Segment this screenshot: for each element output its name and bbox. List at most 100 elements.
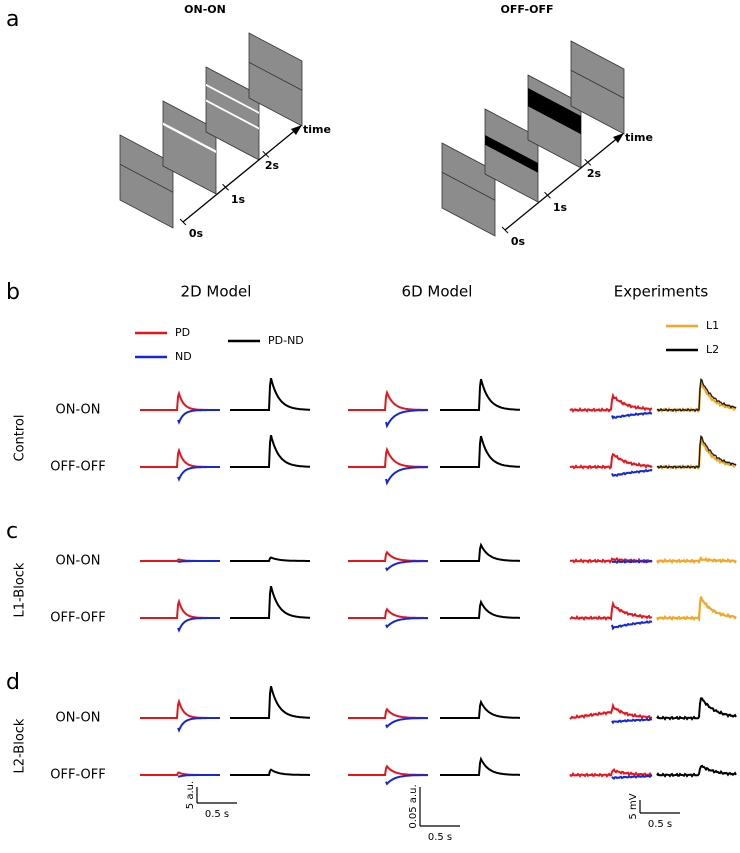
trace	[611, 559, 653, 564]
trace	[177, 774, 220, 778]
row-label: ON-ON	[56, 403, 101, 418]
axis-tick	[584, 158, 592, 166]
midline	[119, 163, 174, 193]
legend-label: PD	[175, 326, 190, 339]
trace	[140, 698, 220, 719]
trace	[348, 707, 428, 719]
trace	[611, 411, 653, 420]
trace	[230, 556, 310, 562]
trace	[348, 446, 429, 468]
stripe	[485, 135, 538, 173]
trace	[656, 764, 737, 778]
trace	[656, 596, 737, 622]
axis-tick	[222, 183, 229, 191]
trace	[656, 556, 737, 565]
trace	[440, 699, 520, 719]
time-axis	[182, 127, 299, 223]
trace	[385, 617, 428, 629]
legend-label: L1	[706, 319, 719, 332]
trace	[440, 435, 521, 468]
axis-label: time	[303, 123, 331, 136]
trace	[440, 756, 520, 776]
row-label: ON-ON	[56, 711, 101, 726]
trace	[656, 435, 737, 471]
axis-tick	[501, 226, 509, 234]
stripe	[206, 99, 259, 130]
axis-tick-label: 1s	[231, 193, 246, 206]
diagram-title: OFF-OFF	[501, 3, 554, 16]
trace	[569, 702, 653, 720]
trace	[385, 409, 428, 429]
group-label: L2-Block	[13, 718, 28, 773]
scale-bar-label: 5 mV	[628, 793, 639, 819]
trace	[177, 717, 220, 733]
axis-tick-label: 0s	[511, 235, 526, 248]
scale-bar-label: 0.5 s	[428, 832, 452, 843]
axis-tick-label: 1s	[553, 201, 568, 214]
axis-tick-label: 2s	[587, 167, 602, 180]
trace	[656, 378, 737, 413]
trace	[569, 600, 653, 622]
axis-tick-label: 2s	[265, 159, 280, 172]
column-title: 2D Model	[181, 283, 252, 301]
trace	[348, 764, 428, 776]
trace	[385, 466, 428, 486]
time-axis	[504, 135, 621, 231]
trace	[385, 774, 428, 786]
trace	[230, 768, 310, 776]
trace	[177, 466, 220, 482]
trace	[440, 542, 520, 562]
column-title: 6D Model	[402, 283, 473, 301]
diagram-title: ON-ON	[184, 3, 226, 16]
trace	[230, 434, 311, 468]
stripe	[163, 122, 216, 154]
trace	[348, 389, 429, 411]
trace	[440, 599, 520, 619]
trace	[230, 585, 311, 619]
trace	[177, 409, 220, 425]
panel-label: d	[6, 670, 20, 695]
stimulus-frame	[570, 40, 625, 135]
stimulus-frame	[119, 134, 174, 229]
scale-bar-label: 5 a.u.	[185, 781, 196, 809]
scale-bar-label: 0.05 a.u.	[408, 784, 419, 828]
axis-tick	[544, 191, 551, 199]
trace	[656, 697, 737, 721]
trace	[611, 774, 653, 780]
panel-label: b	[6, 280, 20, 305]
trace	[140, 447, 220, 468]
trace	[440, 378, 521, 411]
trace	[569, 768, 653, 778]
panel-label: c	[6, 519, 18, 544]
trace	[569, 392, 653, 413]
midline	[248, 61, 303, 91]
axis-label: time	[625, 131, 653, 144]
trace	[140, 390, 220, 411]
trace	[611, 468, 653, 477]
trace	[348, 607, 428, 619]
panel-label: a	[6, 7, 19, 32]
scale-bar-label: 0.5 s	[205, 809, 229, 820]
group-label: Control	[13, 415, 28, 462]
midline	[441, 171, 496, 201]
trace	[569, 452, 653, 470]
row-label: OFF-OFF	[50, 611, 105, 626]
midline	[570, 69, 625, 99]
trace	[230, 685, 311, 719]
trace	[385, 560, 428, 572]
stripe	[206, 83, 259, 114]
trace	[230, 377, 311, 411]
column-title: Experiments	[614, 283, 709, 301]
stimulus-frame	[248, 32, 303, 127]
axis-tick	[179, 218, 187, 226]
legend-label: ND	[175, 350, 192, 363]
legend-label: PD-ND	[268, 334, 304, 347]
group-label: L1-Block	[13, 562, 28, 617]
trace	[385, 717, 428, 729]
legend-label: L2	[706, 343, 719, 356]
trace	[611, 620, 653, 631]
axis-tick-label: 0s	[189, 227, 204, 240]
trace	[177, 617, 220, 633]
arrow-head	[613, 133, 624, 143]
